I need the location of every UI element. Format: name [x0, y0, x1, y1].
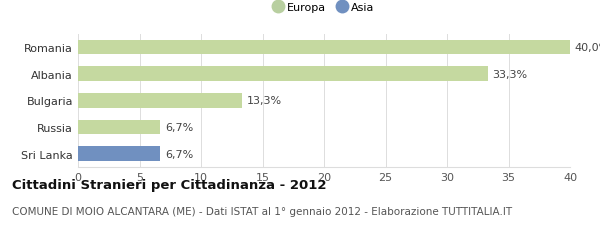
Text: COMUNE DI MOIO ALCANTARA (ME) - Dati ISTAT al 1° gennaio 2012 - Elaborazione TUT: COMUNE DI MOIO ALCANTARA (ME) - Dati IST…: [12, 206, 512, 216]
Text: Cittadini Stranieri per Cittadinanza - 2012: Cittadini Stranieri per Cittadinanza - 2…: [12, 179, 326, 192]
Bar: [78, 93, 242, 108]
Text: 33,3%: 33,3%: [493, 69, 527, 79]
Bar: [78, 40, 570, 55]
Bar: [78, 67, 488, 82]
Bar: [78, 147, 160, 161]
Text: 40,0%: 40,0%: [575, 43, 600, 53]
Text: 13,3%: 13,3%: [247, 96, 281, 106]
Legend: Europa, Asia: Europa, Asia: [274, 3, 374, 14]
Text: 6,7%: 6,7%: [166, 122, 194, 132]
Text: 6,7%: 6,7%: [166, 149, 194, 159]
Bar: [78, 120, 160, 135]
